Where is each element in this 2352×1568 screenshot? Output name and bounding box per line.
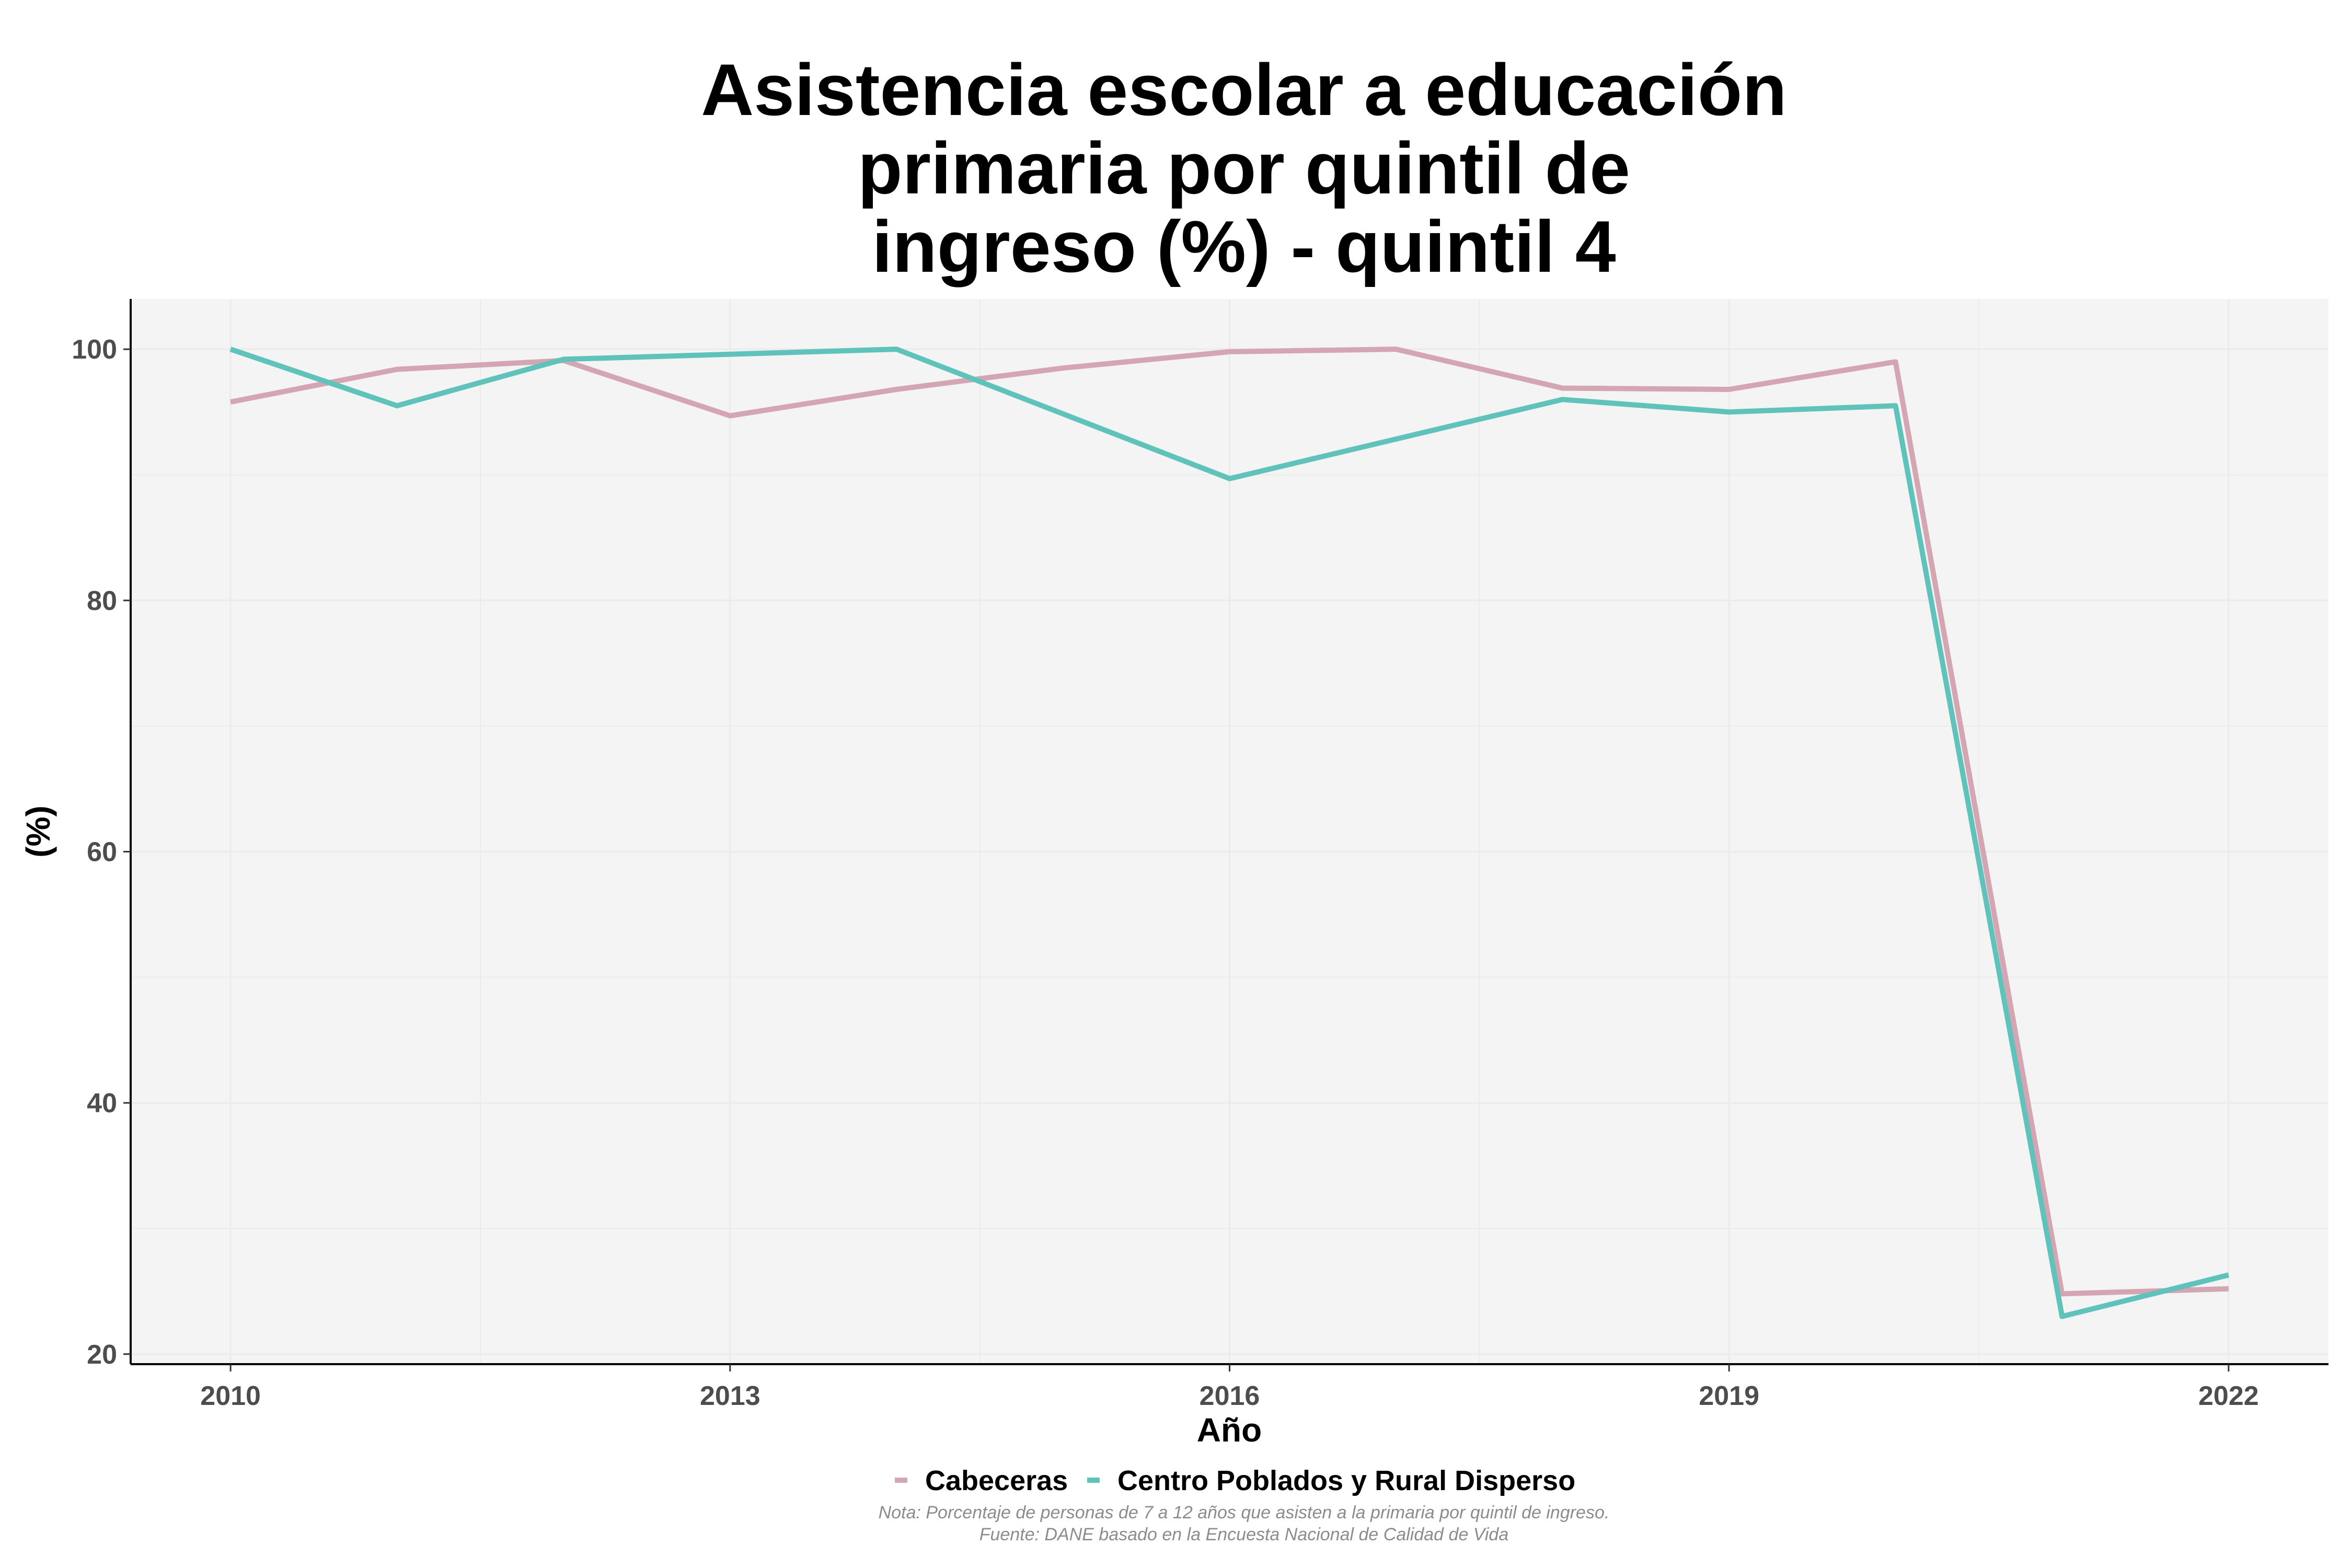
x-tick-label: 2010	[200, 1381, 261, 1411]
y-tick-label: 80	[87, 586, 117, 616]
y-tick-label: 20	[87, 1340, 117, 1370]
chart-title-line-3: ingreso (%) - quintil 4	[872, 205, 1616, 287]
x-tick-label: 2013	[700, 1381, 760, 1411]
legend-item-1: Cabeceras	[895, 1465, 1068, 1496]
y-tick-label: 40	[87, 1088, 117, 1119]
series-line-2	[229, 347, 2230, 1319]
x-tick-label: 2016	[1200, 1381, 1260, 1411]
legend-label: Centro Poblados y Rural Disperso	[1117, 1465, 1575, 1496]
x-tick-label: 2022	[2198, 1381, 2259, 1411]
y-tick-label: 100	[72, 335, 117, 365]
legend-label: Cabeceras	[925, 1465, 1068, 1496]
legend-item-2: Centro Poblados y Rural Disperso	[1087, 1465, 1575, 1496]
caption-note: Nota: Porcentaje de personas de 7 a 12 a…	[879, 1503, 1610, 1523]
chart-title-line-2: primaria por quintil de	[858, 127, 1630, 209]
series-lines	[229, 347, 2230, 1319]
chart-title: Asistencia escolar a educación primaria …	[701, 49, 1787, 287]
legend: Cabeceras Centro Poblados y Rural Dispers…	[895, 1465, 1575, 1496]
y-axis-ticks: 20 40 60 80 100	[72, 335, 131, 1370]
x-axis-title: Año	[1197, 1411, 1262, 1449]
y-axis-title: (%)	[19, 805, 57, 858]
grid-lines	[131, 299, 2328, 1364]
caption-source: Fuente: DANE basado en la Encuesta Nacio…	[979, 1525, 1508, 1544]
y-tick-label: 60	[87, 837, 117, 867]
chart-title-line-1: Asistencia escolar a educación	[701, 49, 1787, 131]
x-axis-ticks: 2010 2013 2016 2019 2022	[200, 1364, 2259, 1411]
x-tick-label: 2019	[1699, 1381, 1759, 1411]
